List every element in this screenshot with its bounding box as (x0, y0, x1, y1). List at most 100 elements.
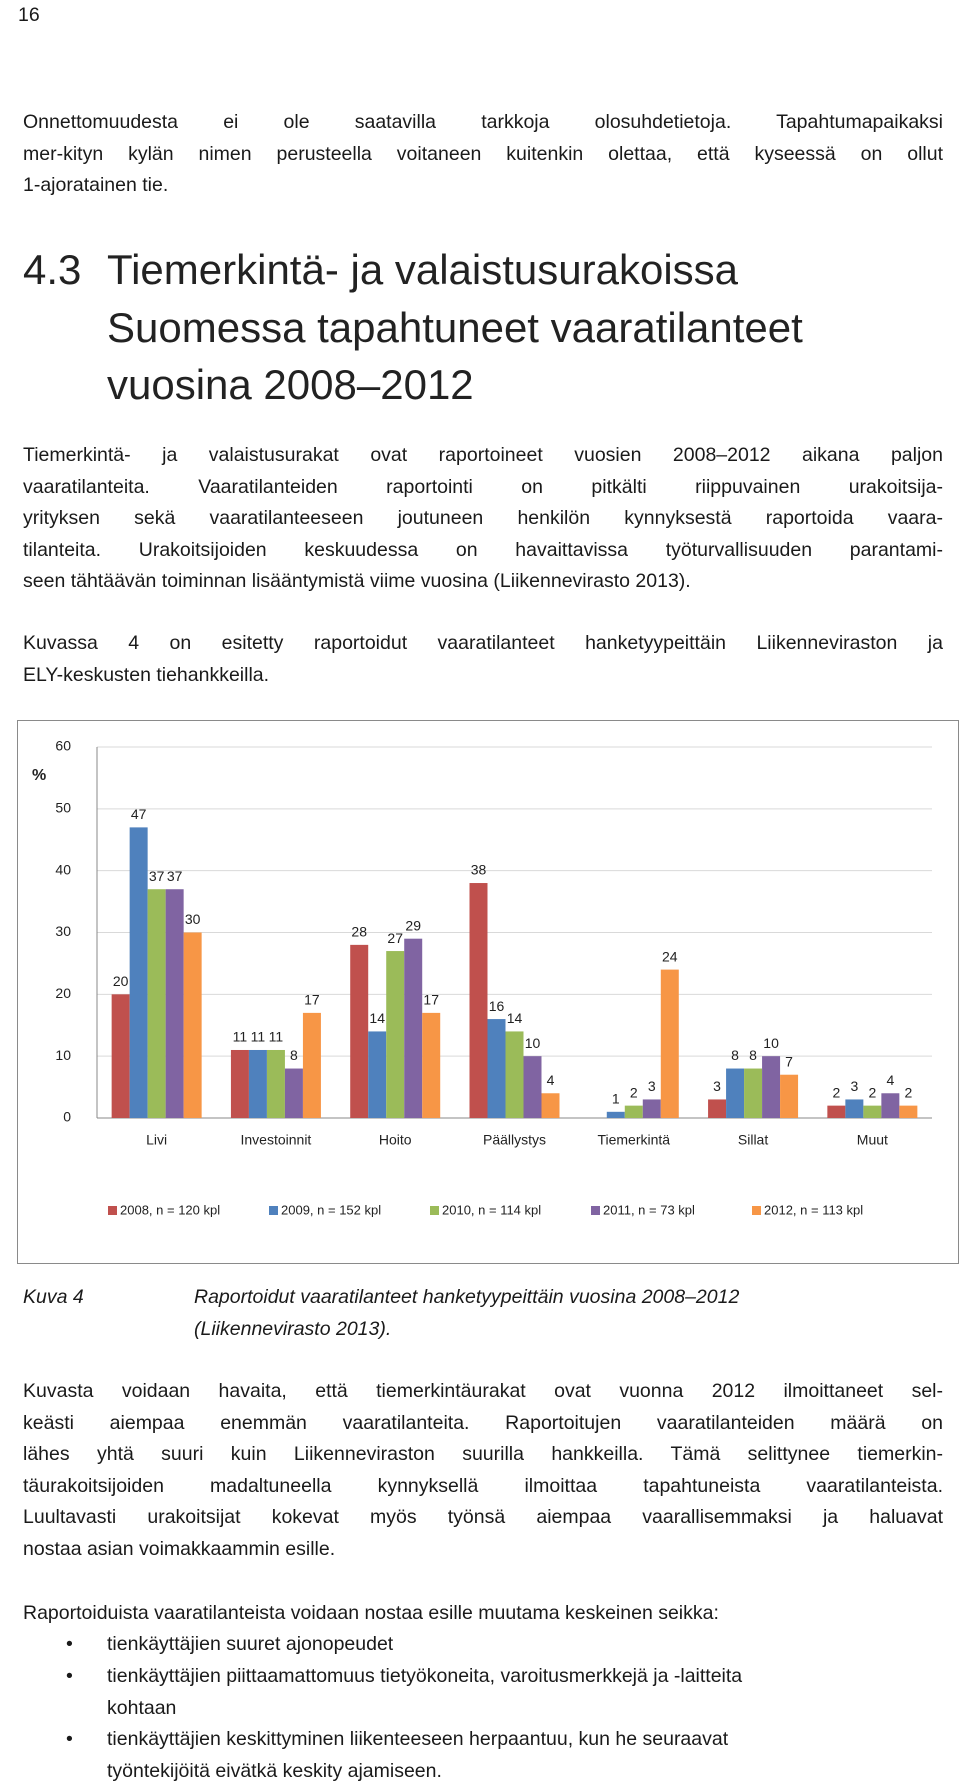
bar (845, 1099, 864, 1118)
bar (111, 994, 130, 1118)
data-label: 11 (269, 1029, 284, 1045)
paragraph-line: nostaa asian voimakkaammin esille. (23, 1537, 336, 1560)
legend-swatch (430, 1206, 439, 1215)
bullet-text: työntekijöitä eivätkä keskity ajamiseen. (107, 1759, 442, 1782)
x-tick-label: Livi (146, 1132, 167, 1148)
caption-text: (Liikennevirasto 2013). (194, 1317, 392, 1340)
data-label: 2 (832, 1084, 840, 1100)
bar (881, 1093, 900, 1118)
bullet-marker: • (66, 1633, 73, 1655)
data-label: 1 (612, 1091, 620, 1107)
data-label: 4 (547, 1072, 555, 1088)
y-tick-label: 40 (55, 861, 71, 877)
bullet-marker: • (66, 1665, 73, 1687)
data-label: 47 (131, 806, 147, 822)
y-axis-label: % (32, 767, 46, 784)
bar (422, 1012, 441, 1118)
data-label: 2 (630, 1084, 638, 1100)
bullet-text: tienkäyttäjien suuret ajonopeudet (107, 1633, 394, 1655)
data-label: 8 (290, 1047, 298, 1063)
bullet-text: tienkäyttäjien keskittyminen liikenteese… (107, 1728, 729, 1750)
y-tick-label: 60 (55, 738, 71, 754)
paragraph-line: lähes yhtä suuri kuin Liikenneviraston s… (23, 1443, 943, 1465)
bar (762, 1056, 781, 1118)
legend-label: 2010, n = 114 kpl (442, 1202, 541, 1217)
legend-label: 2008, n = 120 kpl (120, 1202, 220, 1217)
bar (487, 1019, 506, 1118)
paragraph-line: Luultavasti urakoitsijat kokevat myös ty… (23, 1506, 943, 1528)
data-label: 24 (662, 948, 678, 964)
bar (541, 1093, 560, 1118)
data-label: 8 (749, 1047, 757, 1063)
data-label: 3 (850, 1078, 858, 1094)
caption-label: Kuva 4 (23, 1286, 84, 1308)
y-tick-label: 0 (63, 1109, 71, 1125)
data-label: 11 (251, 1029, 266, 1045)
paragraph-line: mer-kityn kylän nimen perusteella voitan… (23, 142, 943, 165)
x-tick-label: Hoito (379, 1132, 412, 1148)
bar (660, 969, 679, 1118)
data-label: 29 (405, 917, 421, 933)
data-label: 14 (507, 1010, 523, 1026)
paragraph-line: Kuvasta voidaan havaita, että tiemerkint… (23, 1380, 943, 1402)
data-label: 16 (489, 998, 505, 1014)
bar (726, 1068, 745, 1118)
bar (368, 1031, 387, 1118)
legend-label: 2009, n = 152 kpl (281, 1202, 381, 1217)
bar (899, 1105, 918, 1118)
bar (863, 1105, 882, 1118)
data-label: 38 (471, 862, 487, 878)
bar (284, 1068, 303, 1118)
bar (708, 1099, 727, 1118)
paragraph-line: Onnettomuudesta ei ole saatavilla tarkko… (23, 111, 943, 133)
paragraph-line: täurakoitsijoiden madaltuneella kynnykse… (23, 1474, 943, 1497)
section-title: Tiemerkintä- ja valaistusurakoissa (107, 246, 739, 293)
paragraph-line: tilanteita. Urakoitsijoiden keskuudessa … (23, 538, 943, 561)
legend-label: 2011, n = 73 kpl (603, 1202, 695, 1217)
paragraph-line: Kuvassa 4 on esitetty raportoidut vaarat… (23, 632, 943, 654)
data-label: 2 (868, 1084, 876, 1100)
bar (147, 889, 166, 1118)
data-label: 2 (904, 1084, 912, 1100)
x-tick-label: Päällystys (483, 1132, 546, 1148)
bar (302, 1012, 321, 1118)
paragraph-line: seen tähtäävän toiminnan lisääntymistä v… (23, 570, 691, 592)
y-tick-label: 20 (55, 985, 71, 1001)
bar (505, 1031, 524, 1118)
data-label: 20 (113, 973, 129, 989)
paragraph-line: 1-ajoratainen tie. (23, 174, 169, 196)
section-title: vuosina 2008–2012 (107, 361, 474, 408)
x-tick-label: Sillat (738, 1132, 768, 1148)
bar (266, 1049, 285, 1118)
legend-swatch (591, 1206, 600, 1215)
bar (523, 1056, 542, 1118)
paragraph-line: vaaratilanteita. Vaaratilanteiden raport… (23, 475, 943, 498)
bar (404, 938, 423, 1118)
data-label: 27 (387, 930, 403, 946)
bar (230, 1049, 249, 1118)
data-label: 37 (167, 868, 183, 884)
data-label: 17 (423, 992, 439, 1008)
bar (606, 1111, 625, 1118)
data-label: 17 (304, 992, 320, 1008)
data-label: 3 (713, 1078, 721, 1094)
data-label: 3 (648, 1078, 656, 1094)
data-label: 11 (233, 1029, 248, 1045)
bar (469, 883, 488, 1118)
x-tick-label: Tiemerkintä (597, 1132, 670, 1148)
caption-text: Raportoidut vaaratilanteet hanketyypeitt… (194, 1286, 740, 1308)
data-label: 10 (763, 1035, 779, 1051)
paragraph-line: Raportoiduista vaaratilanteista voidaan … (23, 1602, 719, 1624)
data-label: 7 (785, 1053, 793, 1069)
paragraph-line: yrityksen sekä vaaratilanteeseen joutune… (23, 507, 943, 529)
paragraph-line: keästi aiempaa enemmän vaaratilanteita. … (23, 1411, 943, 1434)
page-number: 16 (18, 4, 40, 26)
bar (642, 1099, 661, 1118)
legend-label: 2012, n = 113 kpl (764, 1202, 863, 1217)
data-label: 37 (149, 868, 165, 884)
data-label: 14 (369, 1010, 385, 1026)
bar (386, 951, 405, 1118)
x-tick-label: Muut (857, 1132, 888, 1148)
bar (744, 1068, 763, 1118)
